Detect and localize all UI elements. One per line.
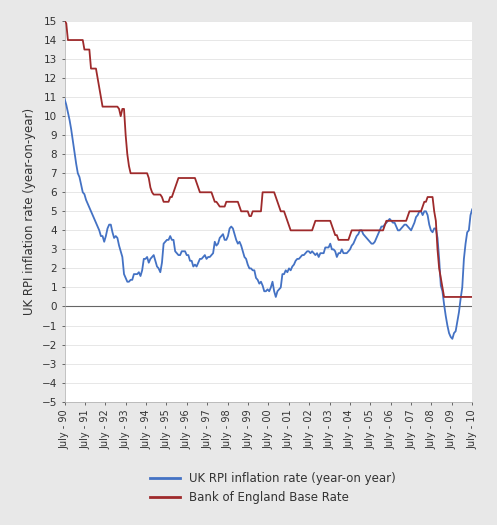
Y-axis label: UK RPI inflation rate (year-on-year): UK RPI inflation rate (year-on-year) [23,108,36,315]
Legend: UK RPI inflation rate (year-on year), Bank of England Base Rate: UK RPI inflation rate (year-on year), Ba… [146,467,401,509]
